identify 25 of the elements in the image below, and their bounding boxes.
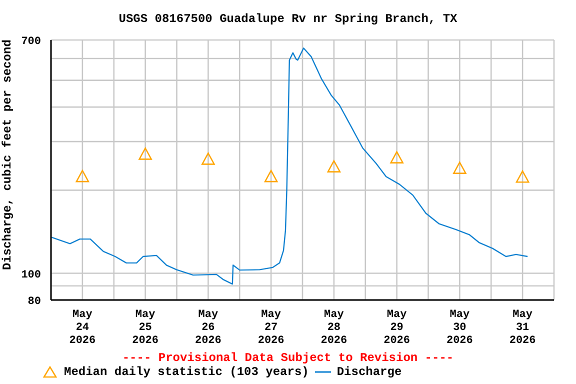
point <box>327 160 341 172</box>
y-tick-label: 80 <box>28 296 41 308</box>
x-tick-label: May 30 2026 <box>446 309 473 347</box>
x-tick-label: May 29 2026 <box>384 309 410 347</box>
chart-title: USGS 08167500 Guadalupe Rv nr Spring Branch, TX <box>118 12 458 26</box>
line-series <box>51 48 528 285</box>
x-tick-label: May 31 2026 <box>509 309 536 347</box>
x-tick-label: May 24 2026 <box>69 309 96 347</box>
x-tick-label: May 26 2026 <box>194 309 222 347</box>
point <box>138 148 152 160</box>
text: ---- Provisional Data Subject to Revision ---- <box>121 351 455 365</box>
y-tick-label: 700 <box>21 36 41 48</box>
legend-label: Median daily statistic (103 years) <box>64 365 309 379</box>
y-axis-title: Discharge, cubic feet per second <box>0 40 14 270</box>
y-tick-label: 100 <box>21 269 41 282</box>
x-tick-label: May 28 2026 <box>320 309 348 347</box>
x-tick-label: May 25 2026 <box>132 309 159 347</box>
point <box>202 152 215 165</box>
x-tick-label: May 27 2026 <box>258 309 284 347</box>
point <box>390 151 404 164</box>
point <box>76 170 90 182</box>
legend-label: Discharge <box>336 365 402 379</box>
point <box>453 162 466 174</box>
point <box>264 170 278 182</box>
point <box>516 170 530 183</box>
